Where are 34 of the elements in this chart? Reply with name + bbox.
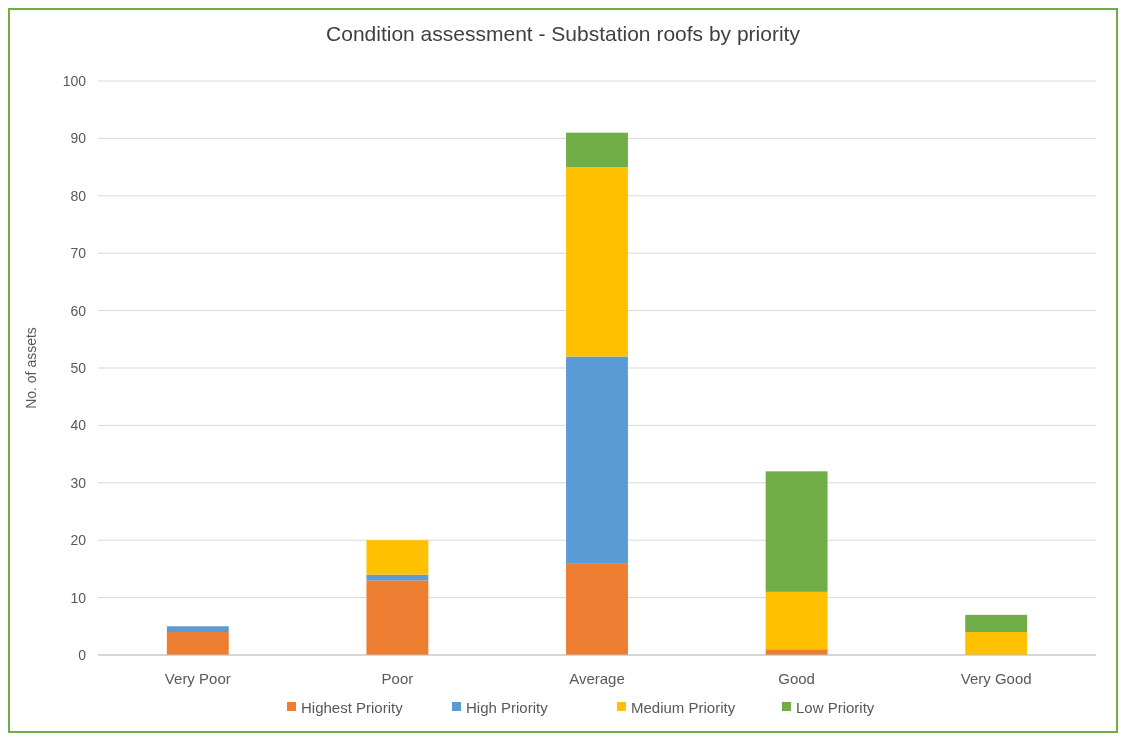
x-tick-label: Very Poor	[164, 670, 231, 687]
bar	[765, 591, 828, 650]
x-tick-label: Average	[569, 670, 625, 687]
bar	[166, 632, 229, 655]
x-tick-label: Good	[778, 670, 815, 687]
y-tick-label: 20	[70, 532, 87, 549]
bar	[965, 632, 1028, 655]
bar	[965, 614, 1028, 633]
y-tick-label: 80	[70, 187, 87, 204]
y-tick-label: 60	[70, 302, 87, 319]
y-tick-label: 40	[70, 417, 87, 434]
y-tick-label: 30	[70, 474, 87, 491]
legend-label: Medium Priority	[631, 699, 736, 716]
bar	[765, 471, 828, 592]
y-tick-label: 0	[78, 646, 87, 663]
legend-label: High Priority	[466, 699, 549, 716]
x-tick-label: Poor	[381, 670, 414, 687]
bar	[366, 580, 429, 655]
y-tick-label: 100	[62, 72, 87, 89]
legend-label: Highest Priority	[301, 699, 404, 716]
y-axis-title: No. of assets	[23, 327, 39, 409]
y-tick-label: 70	[70, 245, 87, 262]
bar	[566, 563, 628, 655]
bar	[566, 167, 628, 357]
legend-label: Low Priority	[796, 699, 875, 716]
chart-title: Condition assessment - Substation roofs by priority	[326, 22, 801, 45]
bar	[566, 356, 628, 564]
bar	[566, 132, 628, 168]
bar	[166, 626, 229, 633]
y-tick-label: 50	[70, 359, 87, 376]
y-tick-label: 90	[70, 130, 87, 147]
x-tick-label: Very Good	[960, 670, 1032, 687]
y-tick-label: 10	[70, 589, 87, 606]
bar	[366, 540, 429, 575]
